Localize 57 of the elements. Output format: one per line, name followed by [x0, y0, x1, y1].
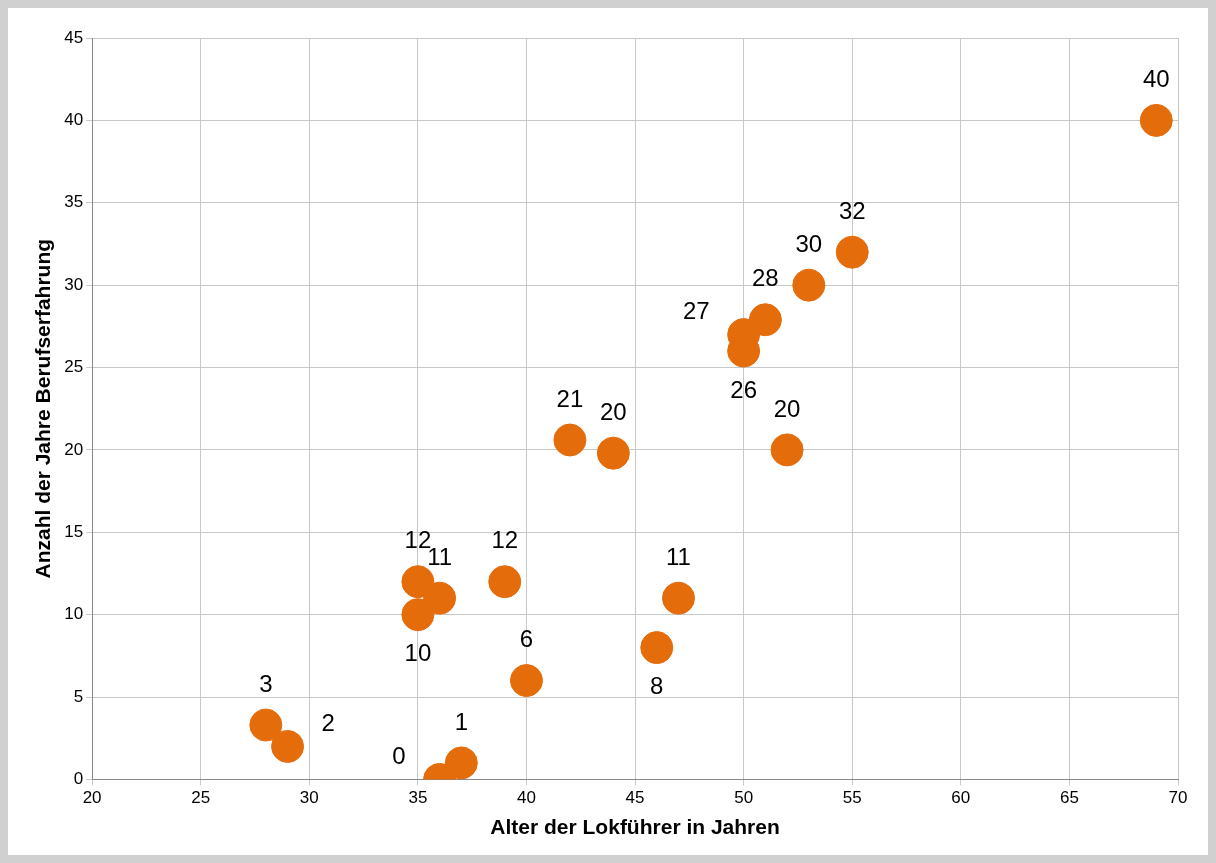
- point: [553, 423, 587, 457]
- y-tick-label: 10: [64, 604, 84, 624]
- data-label: 3: [259, 669, 273, 697]
- data-label: 8: [650, 672, 664, 700]
- data-label: 11: [666, 542, 691, 570]
- x-tick-label: 25: [191, 788, 211, 808]
- point: [401, 565, 435, 599]
- x-tick-label: 30: [299, 788, 319, 808]
- data-label: 20: [773, 394, 801, 422]
- data-label: 20: [599, 397, 627, 425]
- y-tick-label: 25: [64, 357, 84, 377]
- y-tick-label: 40: [64, 110, 84, 130]
- x-tick-label: 45: [625, 788, 645, 808]
- x-tick-label: 35: [408, 788, 428, 808]
- data-label: 26: [730, 375, 757, 403]
- data-label: 10: [404, 639, 432, 667]
- point: [792, 268, 826, 302]
- x-axis-title: Alter der Lokführer in Jahren: [490, 815, 780, 839]
- point: [488, 565, 522, 599]
- data-label: 27: [682, 297, 710, 325]
- y-axis-title: Anzahl der Jahre Berufserfahrung: [31, 238, 55, 579]
- point: [748, 303, 782, 337]
- x-tick-label: 40: [517, 788, 536, 808]
- data-label: 32: [838, 196, 866, 224]
- data-label: 6: [519, 625, 534, 653]
- y-tick-label: 20: [64, 439, 84, 459]
- y-tick-label: 35: [64, 192, 84, 212]
- y-tick-label: 45: [64, 27, 84, 47]
- point: [249, 708, 283, 742]
- y-tick-label: 5: [73, 686, 84, 706]
- x-tick-label: 70: [1168, 788, 1188, 808]
- point: [1139, 103, 1173, 137]
- point: [444, 746, 478, 780]
- y-tick-label: 15: [64, 521, 84, 541]
- point: [835, 235, 869, 269]
- y-tick-label: 0: [73, 769, 84, 789]
- x-tick-label: 60: [951, 788, 971, 808]
- point: [423, 581, 457, 615]
- point: [271, 729, 305, 763]
- point: [509, 664, 543, 698]
- x-tick-label: 55: [842, 788, 862, 808]
- data-label: 30: [795, 229, 823, 257]
- x-tick-label: 65: [1059, 788, 1079, 808]
- data-label: 2: [321, 709, 335, 737]
- data-label: 12: [491, 526, 519, 554]
- point: [640, 631, 674, 665]
- data-label: 21: [556, 384, 584, 412]
- y-tick-label: 30: [64, 274, 84, 294]
- point: [661, 581, 695, 615]
- data-label: 40: [1142, 65, 1170, 92]
- data-label: 1: [454, 707, 468, 735]
- x-tick-label: 50: [734, 788, 754, 808]
- data-label: 28: [752, 264, 779, 292]
- point: [401, 598, 435, 632]
- point: [770, 433, 804, 467]
- data-label: 0: [392, 742, 406, 770]
- point: [596, 436, 630, 470]
